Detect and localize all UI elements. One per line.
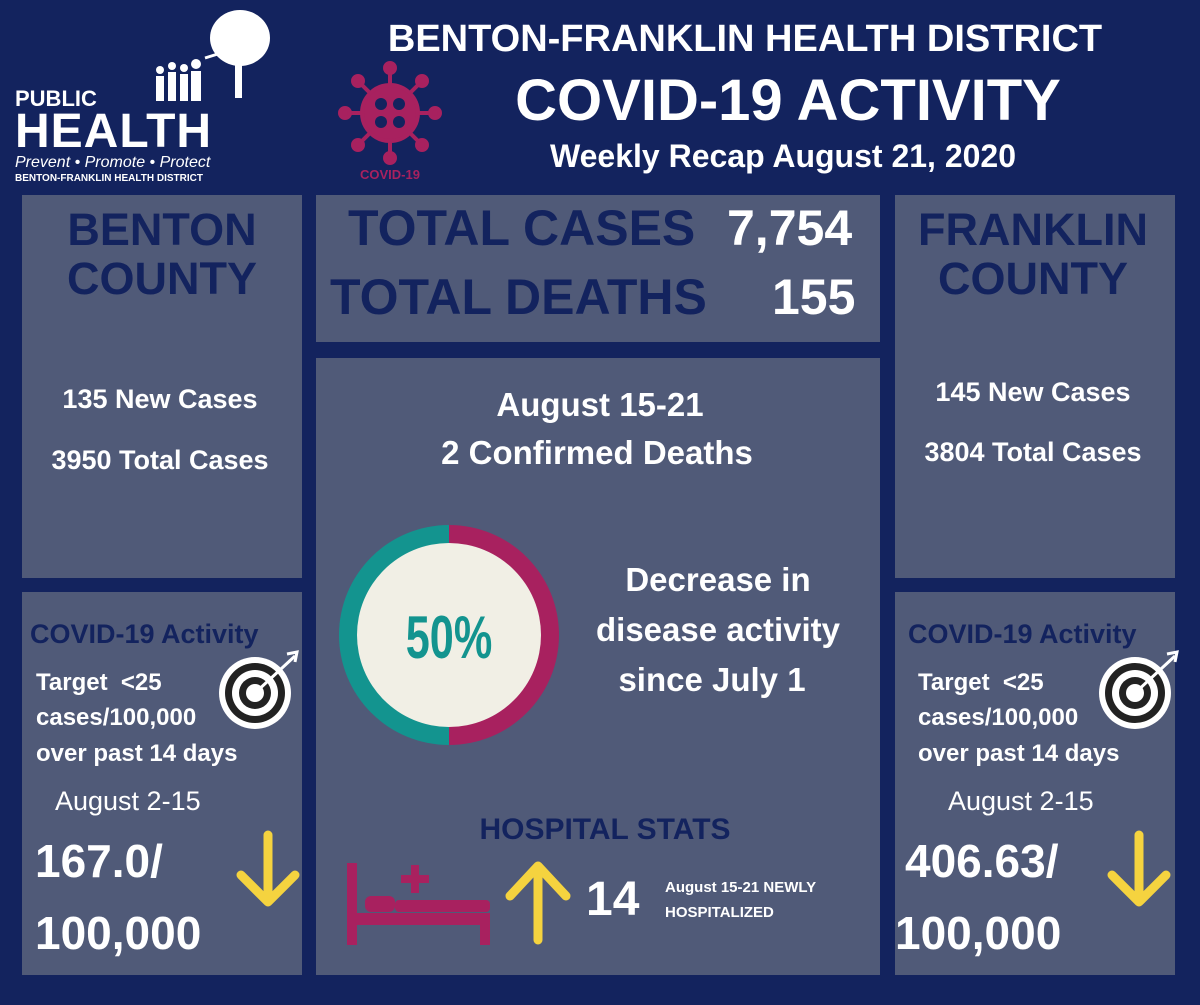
county-name: BENTON	[67, 204, 257, 255]
divider	[316, 346, 880, 352]
rate: 167.0/	[35, 835, 163, 887]
target: over past 14 days	[36, 740, 238, 767]
up-arrow	[505, 861, 571, 945]
header-title: COVID-19 ACTIVITY	[515, 68, 1061, 133]
panel	[316, 195, 880, 342]
rate: 100,000	[895, 907, 1062, 959]
hosp-note: HOSPITALIZED	[665, 904, 774, 921]
header-subtitle: Weekly Recap August 21, 2020	[550, 138, 1016, 174]
down-arrow	[1107, 830, 1171, 907]
center-deaths: 2 Confirmed Deaths	[441, 434, 753, 471]
activity-title: COVID-19 Activity	[908, 619, 1137, 649]
panel	[22, 592, 302, 975]
target-icon	[219, 650, 299, 729]
new-cases: 145 New Cases	[935, 377, 1131, 407]
logo-icon	[156, 10, 270, 101]
hospitalized: 14	[586, 873, 640, 926]
activity-title: COVID-19 Activity	[30, 619, 259, 649]
logo-text: HEALTH	[15, 105, 213, 158]
decrease-text: disease activity	[596, 611, 840, 648]
period: August 2-15	[948, 786, 1094, 816]
target: Target <25	[36, 669, 162, 696]
percent: 50%	[405, 604, 493, 671]
header-org: BENTON-FRANKLIN HEALTH DISTRICT	[387, 18, 1103, 60]
logo-org: BENTON-FRANKLIN HEALTH DISTRICT	[15, 173, 203, 184]
period: August 2-15	[55, 786, 201, 816]
target: cases/100,000	[918, 704, 1079, 731]
rate: 406.63/	[905, 835, 1059, 887]
rate: 100,000	[35, 907, 202, 959]
total-label: TOTAL DEATHS	[330, 269, 707, 325]
virus-icon	[338, 61, 442, 165]
panel	[895, 592, 1175, 975]
total-label: TOTAL CASES	[348, 200, 696, 256]
decrease-text: since July 1	[618, 661, 806, 698]
target: cases/100,000	[36, 704, 197, 731]
total-cases: 3950 Total Cases	[51, 445, 269, 475]
logo-text: PUBLIC	[15, 86, 97, 111]
target: Target <25	[918, 669, 1044, 696]
target: over past 14 days	[918, 740, 1120, 767]
county-name: FRANKLIN	[918, 204, 1148, 255]
virus-label: COVID-19	[360, 167, 420, 182]
total-value: 155	[772, 269, 856, 325]
target-icon	[1099, 650, 1179, 729]
total-cases: 3804 Total Cases	[924, 437, 1142, 467]
total-value: 7,754	[727, 200, 853, 256]
center-period: August 15-21	[496, 386, 704, 423]
logo-tagline: Prevent • Promote • Protect	[15, 154, 211, 171]
county-name: COUNTY	[938, 253, 1128, 304]
bed-icon	[347, 863, 490, 945]
hospital-title: HOSPITAL STATS	[479, 813, 731, 846]
hosp-note: August 15-21 NEWLY	[665, 879, 817, 896]
panel	[22, 195, 302, 578]
down-arrow	[236, 830, 300, 907]
decrease-text: Decrease in	[625, 561, 811, 598]
panel	[895, 195, 1175, 578]
donut	[339, 525, 559, 745]
new-cases: 135 New Cases	[62, 384, 258, 414]
county-name: COUNTY	[67, 253, 257, 304]
